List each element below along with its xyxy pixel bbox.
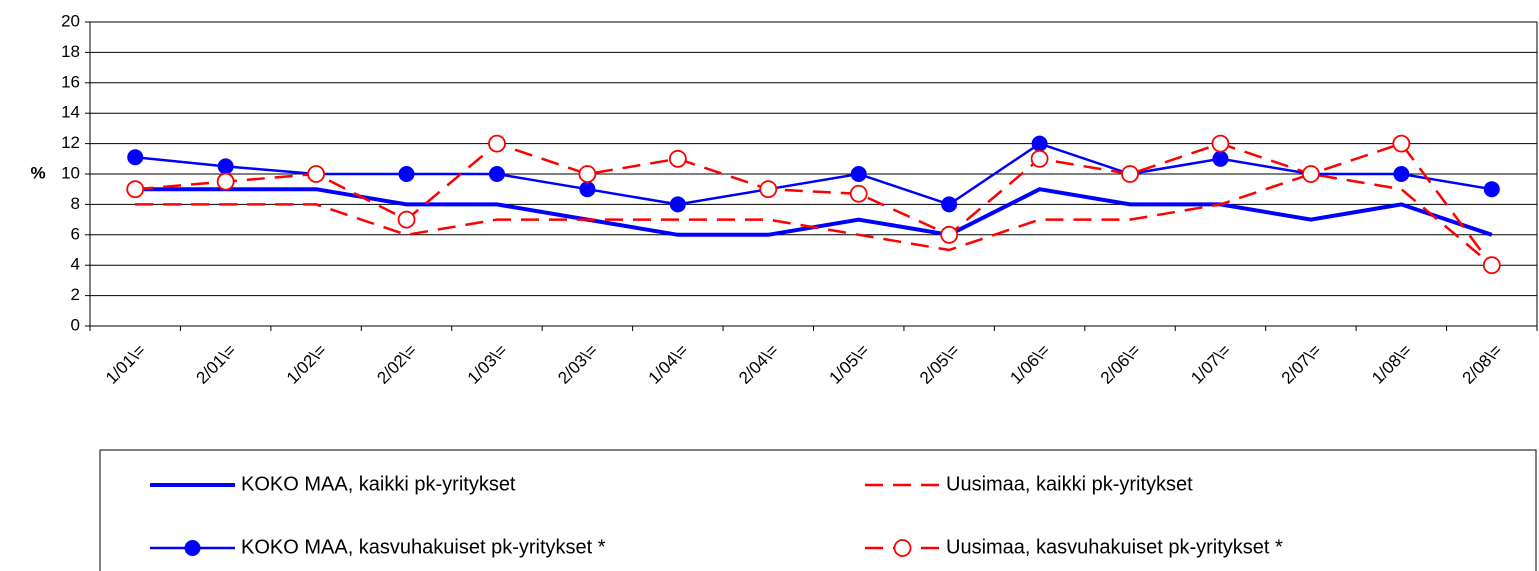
y-tick-label: 2 <box>71 285 80 304</box>
data-point <box>668 149 687 168</box>
x-tick-label: 1/05\= <box>826 341 873 388</box>
x-tick-label: 2/02\= <box>373 341 420 388</box>
data-point <box>1392 134 1411 153</box>
data-point <box>307 165 325 183</box>
y-axis-label: % <box>30 163 45 182</box>
data-point <box>488 134 506 153</box>
y-tick-label: 8 <box>71 194 80 213</box>
data-point <box>1030 149 1049 168</box>
data-point <box>1121 165 1139 183</box>
legend-label: KOKO MAA, kaikki pk-yritykset <box>241 473 516 495</box>
data-point <box>941 196 958 213</box>
x-tick-label: 1/06\= <box>1006 341 1053 388</box>
y-tick-label: 16 <box>61 72 80 91</box>
y-tick-label: 20 <box>61 11 80 30</box>
data-point <box>1211 134 1230 153</box>
x-tick-label: 1/03\= <box>464 341 511 388</box>
x-tick-label: 2/01\= <box>192 341 239 388</box>
y-tick-label: 4 <box>71 255 80 274</box>
x-tick-label: 2/03\= <box>554 341 601 388</box>
data-point <box>578 165 597 183</box>
data-point <box>669 196 686 213</box>
series-line <box>135 172 1493 267</box>
series-line <box>135 142 1493 266</box>
data-point <box>127 149 144 166</box>
data-point <box>126 180 145 199</box>
legend: KOKO MAA, kaikki pk-yritykset Uusimaa, ka… <box>99 449 1537 571</box>
data-point <box>579 181 596 198</box>
data-point <box>1393 166 1410 182</box>
legend-marker <box>893 539 912 557</box>
data-point <box>759 180 778 199</box>
data-point <box>397 210 416 229</box>
x-tick-label: 2/08\= <box>1459 341 1506 388</box>
x-tick-label: 1/01\= <box>102 341 149 388</box>
legend-label: KOKO MAA, kasvuhakuiset pk-yritykset * <box>241 536 606 558</box>
x-tick-label: 1/07\= <box>1187 341 1234 388</box>
data-point <box>940 225 959 244</box>
x-tick-label: 1/02\= <box>283 341 330 388</box>
data-point <box>1031 135 1048 152</box>
y-tick-label: 6 <box>71 224 80 243</box>
data-point <box>849 184 868 203</box>
data-point <box>850 166 867 182</box>
x-tick-label: 2/06\= <box>1097 341 1144 388</box>
legend-marker <box>184 540 201 556</box>
series-line <box>135 142 1492 206</box>
data-point <box>217 158 234 175</box>
y-tick-label: 14 <box>61 103 80 122</box>
data-point <box>1483 181 1500 198</box>
x-tick-label: 2/05\= <box>916 341 963 388</box>
legend-label: Uusimaa, kaikki pk-yritykset <box>946 473 1193 495</box>
x-tick-label: 1/08\= <box>1368 341 1415 388</box>
y-tick-label: 18 <box>61 42 80 61</box>
data-point <box>398 166 415 182</box>
data-point <box>1212 150 1229 167</box>
y-tick-label: 12 <box>61 133 80 152</box>
legend-label: Uusimaa, kasvuhakuiset pk-yritykset * <box>946 536 1283 558</box>
data-point <box>216 172 235 191</box>
y-tick-label: 0 <box>71 315 80 334</box>
x-tick-label: 2/07\= <box>1278 341 1325 388</box>
data-point <box>1302 165 1320 183</box>
x-tick-label: 2/04\= <box>735 341 782 388</box>
x-tick-label: 1/04\= <box>645 341 692 388</box>
data-point <box>488 166 505 182</box>
y-tick-label: 10 <box>61 163 80 182</box>
legend-box <box>99 449 1537 571</box>
data-point <box>1482 256 1501 275</box>
